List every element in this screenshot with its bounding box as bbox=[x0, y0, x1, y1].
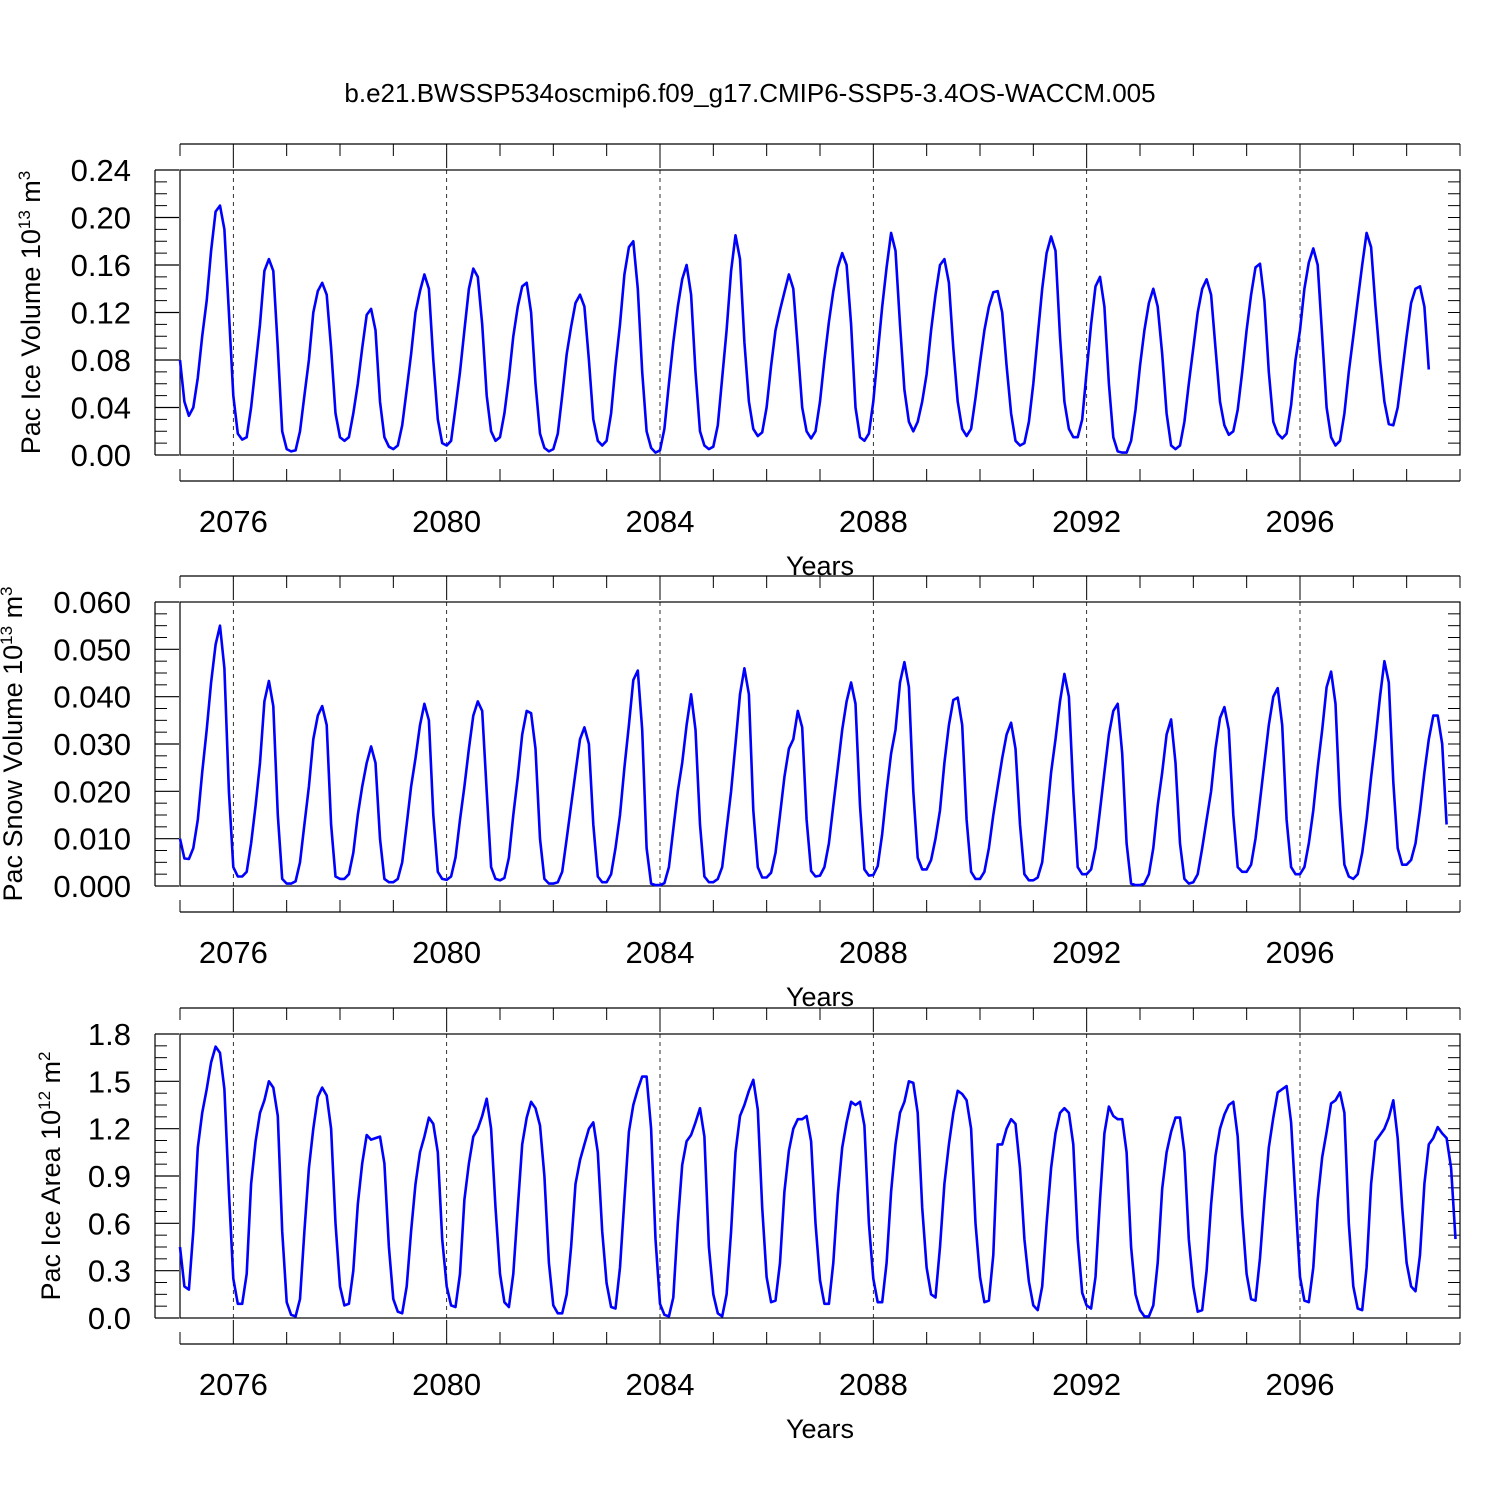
x-tick-label: 2080 bbox=[412, 935, 481, 970]
y-tick-label: 0.08 bbox=[71, 343, 131, 378]
x-tick-label: 2076 bbox=[199, 935, 268, 970]
series-line bbox=[178, 624, 1448, 887]
y-axis-label-unit-exponent: 2 bbox=[35, 1051, 54, 1060]
y-tick-label: 0.040 bbox=[53, 680, 131, 715]
x-tick-label: 2092 bbox=[1052, 935, 1121, 970]
y-tick-label: 0.060 bbox=[53, 585, 131, 620]
y-axis-label-exponent: 13 bbox=[0, 626, 16, 645]
y-tick-label: 1.2 bbox=[88, 1112, 131, 1147]
y-tick-label: 0.0 bbox=[88, 1301, 131, 1336]
x-tick-label: 2096 bbox=[1266, 1367, 1335, 1402]
y-axis-label: Pac Snow Volume 1013 m3 bbox=[0, 586, 28, 901]
y-tick-label: 0.030 bbox=[53, 727, 131, 762]
x-tick-label: 2088 bbox=[839, 1367, 908, 1402]
y-axis-label-unit: m bbox=[0, 596, 28, 626]
y-axis-label-exponent: 12 bbox=[35, 1091, 54, 1110]
y-tick-label: 0.00 bbox=[71, 438, 131, 473]
y-axis-label-text: Pac Ice Area 10 bbox=[36, 1110, 66, 1301]
x-tick-label: 2088 bbox=[839, 935, 908, 970]
y-axis-label: Pac Ice Volume 1013 m3 bbox=[15, 171, 46, 455]
panel-snow-volume: 0.000 0.010 0.020 0.030 0.040 0.050 0.060 2076 2… bbox=[0, 575, 1461, 1012]
panel-ice-area: 0.0 0.3 0.6 0.9 1.2 1.5 1.8 2076 2080 2084 2088 209… bbox=[35, 1007, 1461, 1444]
y-tick-label: 0.12 bbox=[71, 296, 131, 331]
x-tick-label: 2092 bbox=[1052, 504, 1121, 539]
y-axis-label: Pac Ice Area 1012 m2 bbox=[35, 1051, 66, 1300]
y-tick-label: 1.5 bbox=[88, 1064, 131, 1099]
x-tick-label: 2076 bbox=[199, 1367, 268, 1402]
x-tick-label: 2084 bbox=[626, 935, 695, 970]
x-axis-label: Years bbox=[786, 982, 854, 1012]
x-tick-label: 2092 bbox=[1052, 1367, 1121, 1402]
y-axis-label-unit: m bbox=[36, 1061, 66, 1091]
series-line bbox=[178, 204, 1431, 454]
y-tick-label: 0.9 bbox=[88, 1159, 131, 1194]
y-tick-label: 0.020 bbox=[53, 774, 131, 809]
y-axis-label-exponent: 13 bbox=[15, 210, 34, 229]
y-tick-label: 0.050 bbox=[53, 632, 131, 667]
y-tick-label: 0.3 bbox=[88, 1254, 131, 1289]
x-tick-label: 2080 bbox=[412, 1367, 481, 1402]
plot-frame bbox=[179, 601, 1461, 887]
y-tick-label: 0.16 bbox=[71, 248, 131, 283]
y-tick-label: 0.000 bbox=[53, 869, 131, 904]
x-axis-label: Years bbox=[786, 1414, 854, 1444]
x-tick-label: 2088 bbox=[839, 504, 908, 539]
y-tick-label: 0.24 bbox=[71, 153, 131, 188]
y-tick-label: 0.010 bbox=[53, 822, 131, 857]
y-axis-label-unit-exponent: 3 bbox=[15, 171, 34, 180]
panel-ice-volume: 0.00 0.04 0.08 0.12 0.16 0.20 0.24 2076 2080 2084… bbox=[15, 143, 1461, 581]
y-tick-label: 0.6 bbox=[88, 1206, 131, 1241]
series-line bbox=[178, 1045, 1457, 1318]
x-tick-label: 2076 bbox=[199, 504, 268, 539]
x-tick-label: 2096 bbox=[1266, 504, 1335, 539]
y-axis-label-unit: m bbox=[16, 180, 46, 210]
chart-title: b.e21.BWSSP534oscmip6.f09_g17.CMIP6-SSP5… bbox=[344, 78, 1156, 108]
x-tick-label: 2084 bbox=[626, 1367, 695, 1402]
x-tick-label: 2080 bbox=[412, 504, 481, 539]
y-tick-label: 1.8 bbox=[88, 1017, 131, 1052]
y-axis-label-text: Pac Ice Volume 10 bbox=[16, 229, 46, 454]
x-tick-label: 2084 bbox=[626, 504, 695, 539]
y-tick-label: 0.04 bbox=[71, 391, 131, 426]
y-axis-label-unit-exponent: 3 bbox=[0, 586, 16, 595]
x-tick-label: 2096 bbox=[1266, 935, 1335, 970]
y-tick-label: 0.20 bbox=[71, 201, 131, 236]
y-axis-label-text: Pac Snow Volume 10 bbox=[0, 645, 28, 902]
